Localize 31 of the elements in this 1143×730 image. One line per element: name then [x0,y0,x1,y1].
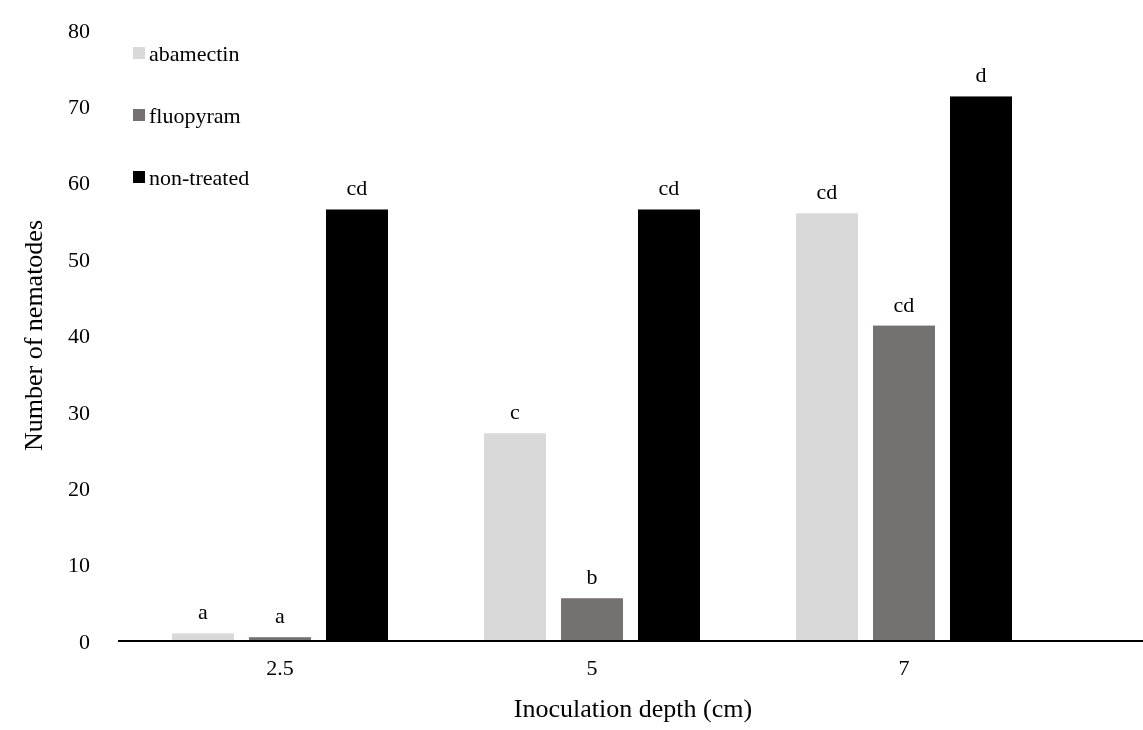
x-tick-label: 2.5 [266,655,294,680]
data-label: cd [346,175,368,201]
y-tick-label: 80 [68,17,90,43]
y-axis-title: Number of nematodes [19,219,48,452]
x-axis-title: Inoculation depth (cm) [513,694,753,723]
y-tick-label: 20 [68,475,90,501]
y-tick-label: 0 [79,628,90,654]
y-tick-label: 10 [68,552,90,578]
bar [172,633,234,641]
data-label: d [975,62,987,88]
bar [561,598,623,641]
data-label: cd [816,179,838,205]
data-label: cd [893,291,915,317]
data-label: a [275,603,286,629]
y-tick-label: 50 [68,246,90,272]
bar [796,213,858,641]
data-label: b [586,564,598,590]
data-label: c [510,399,521,425]
y-tick-label: 40 [68,323,90,349]
bar [484,433,546,641]
y-tick-label: 70 [68,94,90,120]
y-tick-label: 60 [68,170,90,196]
bar [873,325,935,641]
y-tick-label: 30 [68,399,90,425]
legend-label: non-treated [149,164,250,190]
legend-label: fluopyram [149,102,241,128]
x-tick-label: 5 [586,655,598,680]
x-tick-label: 7 [898,655,910,680]
legend-label: abamectin [149,40,240,66]
data-label: cd [658,175,680,201]
data-label: a [198,599,209,625]
